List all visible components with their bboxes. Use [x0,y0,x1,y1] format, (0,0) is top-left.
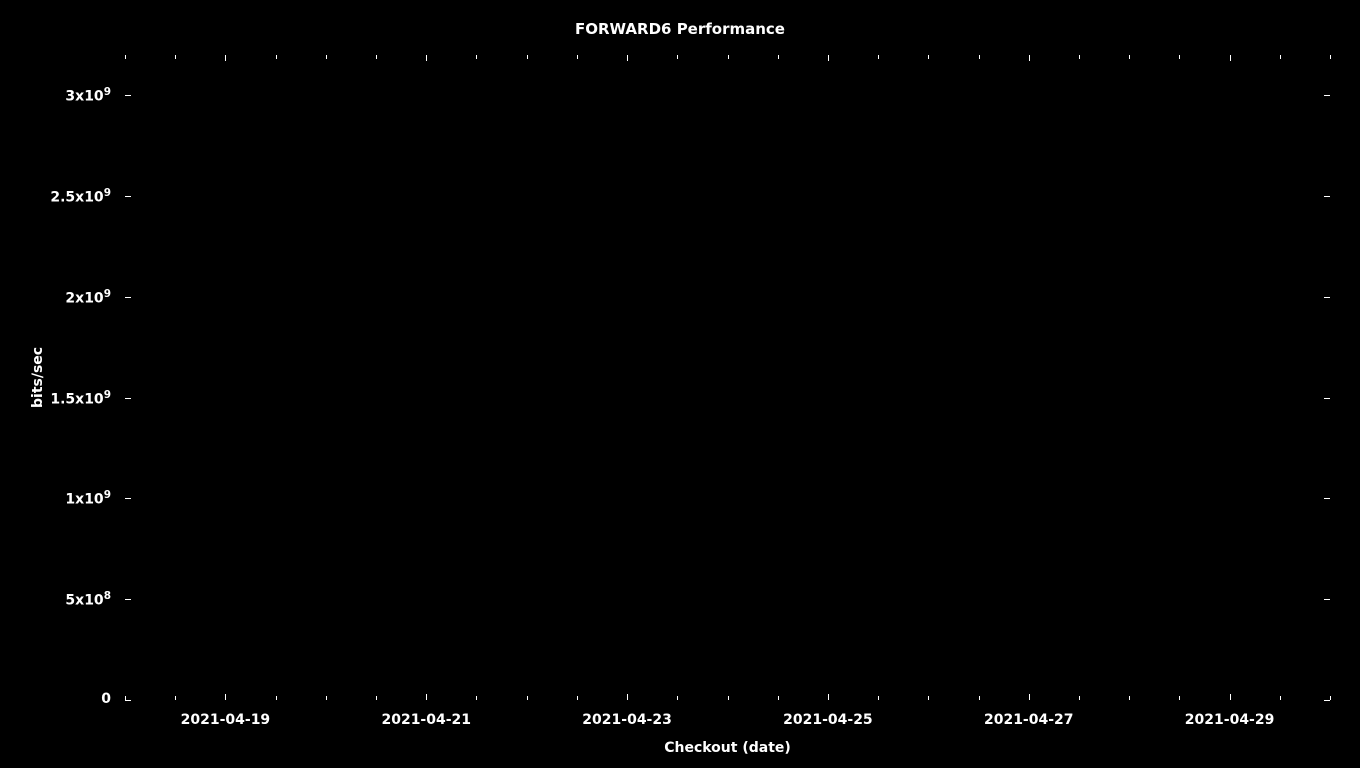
x-minor-tick [979,696,980,700]
y-tick-label: 2.5x109 [50,187,111,206]
y-tick-label: 0 [101,691,111,707]
x-minor-tick [276,55,277,59]
x-major-tick [828,694,829,700]
y-tick-label: 1x109 [65,489,111,508]
x-minor-tick [1079,55,1080,59]
y-tick-mark [125,297,131,298]
x-minor-tick [1129,55,1130,59]
x-major-tick [225,55,226,61]
x-minor-tick [326,696,327,700]
x-minor-tick [125,696,126,700]
y-tick-mark [1324,398,1330,399]
y-tick-label: 1.5x109 [50,389,111,408]
x-minor-tick [778,55,779,59]
x-minor-tick [677,55,678,59]
x-tick-label: 2021-04-25 [768,712,888,728]
x-minor-tick [1280,696,1281,700]
y-tick-mark [125,196,131,197]
x-minor-tick [527,696,528,700]
y-tick-mark [1324,700,1330,701]
x-minor-tick [276,696,277,700]
x-tick-label: 2021-04-21 [366,712,486,728]
x-major-tick [1230,55,1231,61]
x-major-tick [828,55,829,61]
x-minor-tick [928,55,929,59]
x-minor-tick [677,696,678,700]
y-tick-mark [125,498,131,499]
x-minor-tick [728,55,729,59]
x-minor-tick [476,55,477,59]
x-minor-tick [878,55,879,59]
x-tick-label: 2021-04-29 [1170,712,1290,728]
x-minor-tick [928,696,929,700]
y-tick-mark [125,599,131,600]
x-minor-tick [577,696,578,700]
x-major-tick [627,55,628,61]
x-major-tick [225,694,226,700]
x-tick-label: 2021-04-23 [567,712,687,728]
x-minor-tick [376,55,377,59]
x-major-tick [1230,694,1231,700]
x-minor-tick [1179,696,1180,700]
x-minor-tick [326,55,327,59]
x-minor-tick [476,696,477,700]
x-minor-tick [175,696,176,700]
plot-area [125,55,1330,700]
y-tick-label: 3x109 [65,86,111,105]
x-axis-label: Checkout (date) [125,740,1330,756]
x-minor-tick [1330,55,1331,59]
x-minor-tick [778,696,779,700]
y-tick-label: 5x108 [65,590,111,609]
chart-title: FORWARD6 Performance [0,20,1360,38]
y-tick-mark [1324,297,1330,298]
x-minor-tick [577,55,578,59]
y-tick-mark [1324,95,1330,96]
x-major-tick [627,694,628,700]
y-axis-label: bits/sec [30,346,46,407]
x-major-tick [1029,694,1030,700]
x-tick-label: 2021-04-19 [165,712,285,728]
y-tick-mark [1324,196,1330,197]
y-tick-mark [125,95,131,96]
x-major-tick [426,694,427,700]
x-minor-tick [1079,696,1080,700]
x-major-tick [1029,55,1030,61]
x-tick-label: 2021-04-27 [969,712,1089,728]
x-minor-tick [527,55,528,59]
x-minor-tick [979,55,980,59]
y-tick-mark [125,700,131,701]
x-minor-tick [1280,55,1281,59]
y-tick-mark [1324,599,1330,600]
x-minor-tick [1129,696,1130,700]
x-minor-tick [1330,696,1331,700]
y-tick-mark [125,398,131,399]
x-minor-tick [728,696,729,700]
x-major-tick [426,55,427,61]
y-tick-mark [1324,498,1330,499]
y-tick-label: 2x109 [65,288,111,307]
performance-chart: FORWARD6 Performance bits/sec Checkout (… [0,0,1360,768]
x-minor-tick [175,55,176,59]
x-minor-tick [878,696,879,700]
x-minor-tick [1179,55,1180,59]
x-minor-tick [376,696,377,700]
x-minor-tick [125,55,126,59]
